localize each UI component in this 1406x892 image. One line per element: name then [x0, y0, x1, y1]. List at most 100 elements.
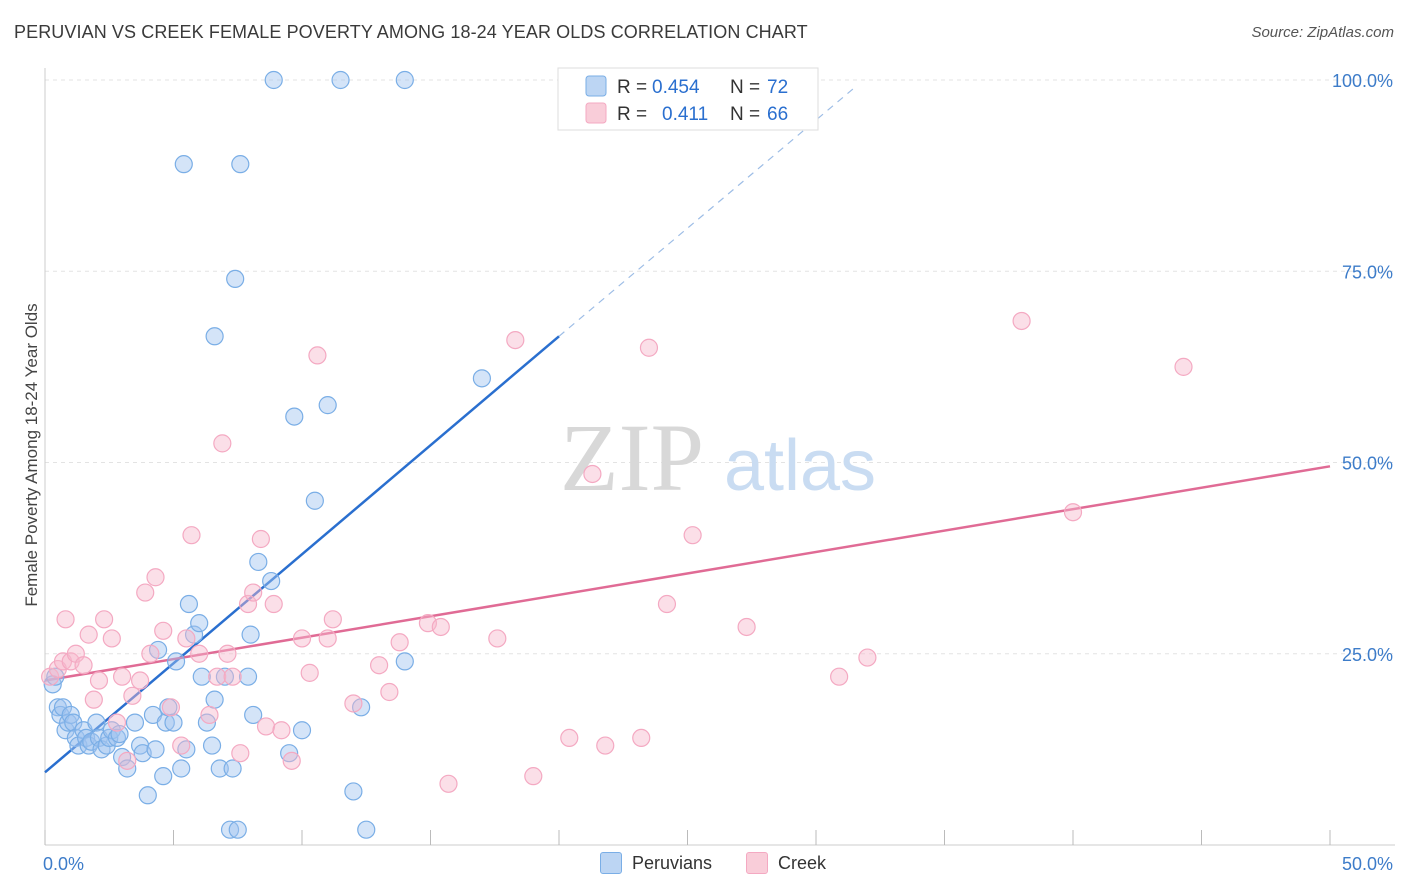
peruvians-r-label: R = [617, 77, 647, 98]
chart-title: PERUVIAN VS CREEK FEMALE POVERTY AMONG 1… [14, 22, 808, 42]
creek-point [102, 629, 121, 648]
peruvians-point [395, 70, 414, 90]
x-tick-label: 0.0% [43, 854, 84, 874]
peruvians-trend-line [44, 335, 560, 774]
creek-point [118, 751, 137, 770]
creek-point [282, 751, 301, 770]
peruvians-point [262, 571, 281, 591]
creek-point [488, 629, 507, 648]
peruvians-point [166, 652, 186, 671]
legend-label-creek: Creek [778, 852, 827, 873]
creek-point [737, 617, 756, 637]
creek-point [583, 464, 602, 484]
y-tick-label: 25.0% [1342, 645, 1393, 665]
source-credit: Source: ZipAtlas.com [1251, 24, 1394, 41]
peruvians-point [210, 759, 229, 778]
data-points [41, 70, 1193, 839]
peruvians-point [87, 713, 106, 732]
creek-r-label: R = [617, 104, 647, 125]
creek-point [154, 621, 173, 640]
stats-legend: R = 0.454 N = 72 R = 0.411 N = 66 [557, 67, 819, 131]
creek-point [370, 656, 389, 675]
peruvians-point [192, 667, 211, 686]
creek-point [218, 644, 237, 663]
creek-point [683, 526, 702, 545]
peruvians-point [264, 70, 283, 90]
peruvians-point [164, 713, 183, 732]
peruvians-point [172, 759, 191, 778]
creek-point [208, 667, 227, 686]
creek-point [323, 610, 342, 629]
peruvians-point [174, 155, 193, 174]
creek-point [172, 736, 191, 755]
peruvians-point [64, 713, 83, 732]
peruvians-point [472, 369, 491, 388]
creek-point [177, 629, 196, 648]
peruvians-swatch [585, 75, 607, 97]
creek-point [380, 682, 399, 702]
creek-point [308, 346, 327, 365]
creek-point [344, 694, 363, 713]
creek-point [74, 656, 93, 675]
peruvians-point [205, 690, 224, 709]
creek-point [596, 736, 615, 755]
y-tick-label: 50.0% [1342, 454, 1393, 474]
peruvians-point [226, 269, 245, 288]
creek-point [238, 594, 258, 614]
peruvians-point [146, 740, 165, 759]
peruvians-n-value: 72 [767, 77, 788, 98]
creek-point [161, 698, 181, 717]
y-tick-label: 100.0% [1332, 71, 1393, 91]
creek-point [130, 671, 150, 690]
peruvians-point [249, 552, 268, 572]
peruvians-point [110, 724, 129, 744]
creek-point [830, 667, 849, 686]
creek-point [231, 744, 250, 763]
creek-point [41, 667, 60, 686]
series-legend: Peruvians Creek [600, 852, 826, 874]
peruvians-point [331, 70, 350, 90]
peruvians-point [125, 713, 145, 732]
creek-point [256, 717, 276, 736]
legend-item-peruvians[interactable]: Peruvians [600, 852, 712, 874]
legend-swatch-peruvians [600, 852, 622, 874]
creek-point [223, 667, 242, 686]
watermark-atlas: atlas [724, 426, 876, 506]
creek-point [264, 594, 283, 614]
creek-point [79, 625, 98, 644]
creek-point [300, 663, 319, 682]
creek-point [632, 728, 651, 748]
peruvians-point [238, 667, 258, 686]
creek-n-value: 66 [767, 104, 788, 125]
peruvians-point [118, 759, 137, 778]
tick-labels: 25.0% 50.0% 75.0% 100.0% 0.0% 50.0% [43, 71, 1393, 874]
creek-point [506, 331, 525, 350]
creek-point [439, 774, 458, 793]
creek-point [390, 633, 409, 652]
peruvians-point [205, 327, 224, 346]
creek-point [95, 610, 114, 629]
creek-point [84, 690, 103, 709]
creek-point [136, 583, 155, 602]
creek-point [89, 671, 109, 690]
creek-point [1174, 357, 1193, 376]
creek-point [200, 705, 219, 725]
creek-r-value: 0.411 [662, 104, 708, 125]
creek-trend-line [44, 465, 1331, 682]
creek-point [292, 629, 312, 648]
creek-point [431, 617, 450, 637]
peruvians-point [241, 625, 260, 644]
creek-point [858, 648, 877, 667]
peruvians-point [357, 820, 376, 839]
creek-point [146, 568, 165, 587]
creek-point [190, 644, 209, 663]
creek-point [1063, 503, 1083, 522]
peruvians-point [344, 782, 363, 801]
peruvians-point [292, 721, 312, 740]
legend-item-creek[interactable]: Creek [746, 852, 826, 874]
legend-label-peruvians: Peruvians [632, 852, 713, 873]
creek-point [213, 434, 232, 453]
peruvians-point [179, 594, 199, 614]
peruvians-point [318, 396, 337, 415]
creek-point [639, 338, 659, 357]
